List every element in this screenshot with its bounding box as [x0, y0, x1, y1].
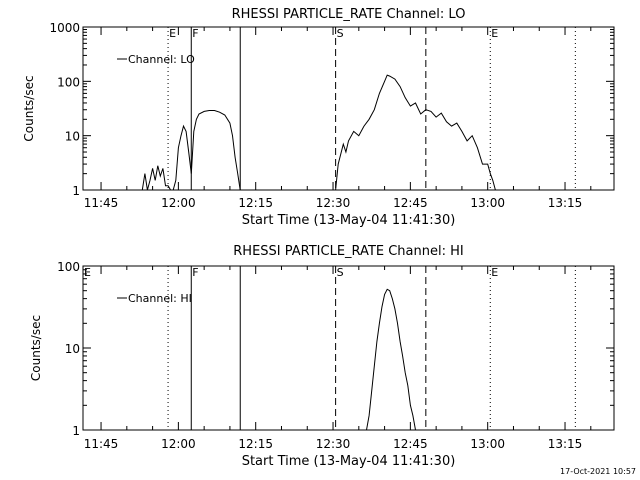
chart1-x-tick-label: 13:00 [470, 196, 505, 210]
chart2-marker-label: E [84, 266, 91, 279]
chart2-x-tick-label: 12:30 [316, 437, 351, 451]
chart1-x-tick-label: 12:00 [161, 196, 196, 210]
chart2-marker-label: F [192, 266, 198, 279]
chart1-marker-label: F [192, 27, 198, 40]
chart1-y-axis-label: Counts/sec [22, 75, 36, 141]
footer-timestamp: 17-Oct-2021 10:57 [560, 467, 636, 476]
chart1-series-line [172, 110, 241, 191]
chart2-panel: RHESSI PARTICLE_RATE Channel: HI E F S E Chan… [29, 244, 615, 469]
chart2-x-tick-label: 12:45 [393, 437, 428, 451]
chart2-legend-label: Channel: HI [128, 292, 192, 305]
chart1-legend-label: Channel: LO [128, 53, 195, 66]
chart2-x-tick-label: 11:45 [84, 437, 119, 451]
chart1-y-tick-label: 1 [72, 184, 80, 198]
chart2-y-tick-label: 10 [65, 342, 80, 356]
chart2-y-tick-label: 100 [57, 260, 80, 274]
chart1-marker-label: E [169, 27, 176, 40]
chart2-title: RHESSI PARTICLE_RATE Channel: HI [233, 244, 463, 259]
chart2-marker-label: S [337, 266, 344, 279]
chart1-y-tick-label: 10 [65, 130, 80, 144]
chart1-title: RHESSI PARTICLE_RATE Channel: LO [232, 7, 466, 22]
chart1-x-tick-label: 13:15 [548, 196, 583, 210]
chart2-y-axis-label: Counts/sec [29, 315, 43, 381]
chart2-x-tick-label: 12:15 [238, 437, 273, 451]
chart1-x-tick-label: 12:30 [316, 196, 351, 210]
chart1-marker-label: E [491, 27, 498, 40]
chart1-x-tick-label: 12:45 [393, 196, 428, 210]
chart1-x-tick-label: 12:15 [238, 196, 273, 210]
chart1-y-tick-label: 100 [57, 75, 80, 89]
chart1-panel: RHESSI PARTICLE_RATE Channel: LO E F S E Chan… [22, 7, 615, 228]
chart1-marker-label: S [337, 27, 344, 40]
chart2-y-tick-label: 1 [72, 424, 80, 438]
chart1-series-line [335, 74, 496, 191]
chart2-marker-label: E [491, 266, 498, 279]
chart1-y-tick-label: 1000 [49, 21, 80, 35]
chart2-x-tick-label: 13:15 [548, 437, 583, 451]
chart1-x-tick-label: 11:45 [84, 196, 119, 210]
chart2-x-tick-label: 13:00 [470, 437, 505, 451]
chart1-x-axis-label: Start Time (13-May-04 11:41:30) [242, 213, 456, 228]
chart2-x-axis-label: Start Time (13-May-04 11:41:30) [242, 454, 456, 469]
chart1-plot-frame [82, 26, 615, 191]
chart2-series-line [366, 288, 416, 431]
chart2-x-tick-label: 12:00 [161, 437, 196, 451]
